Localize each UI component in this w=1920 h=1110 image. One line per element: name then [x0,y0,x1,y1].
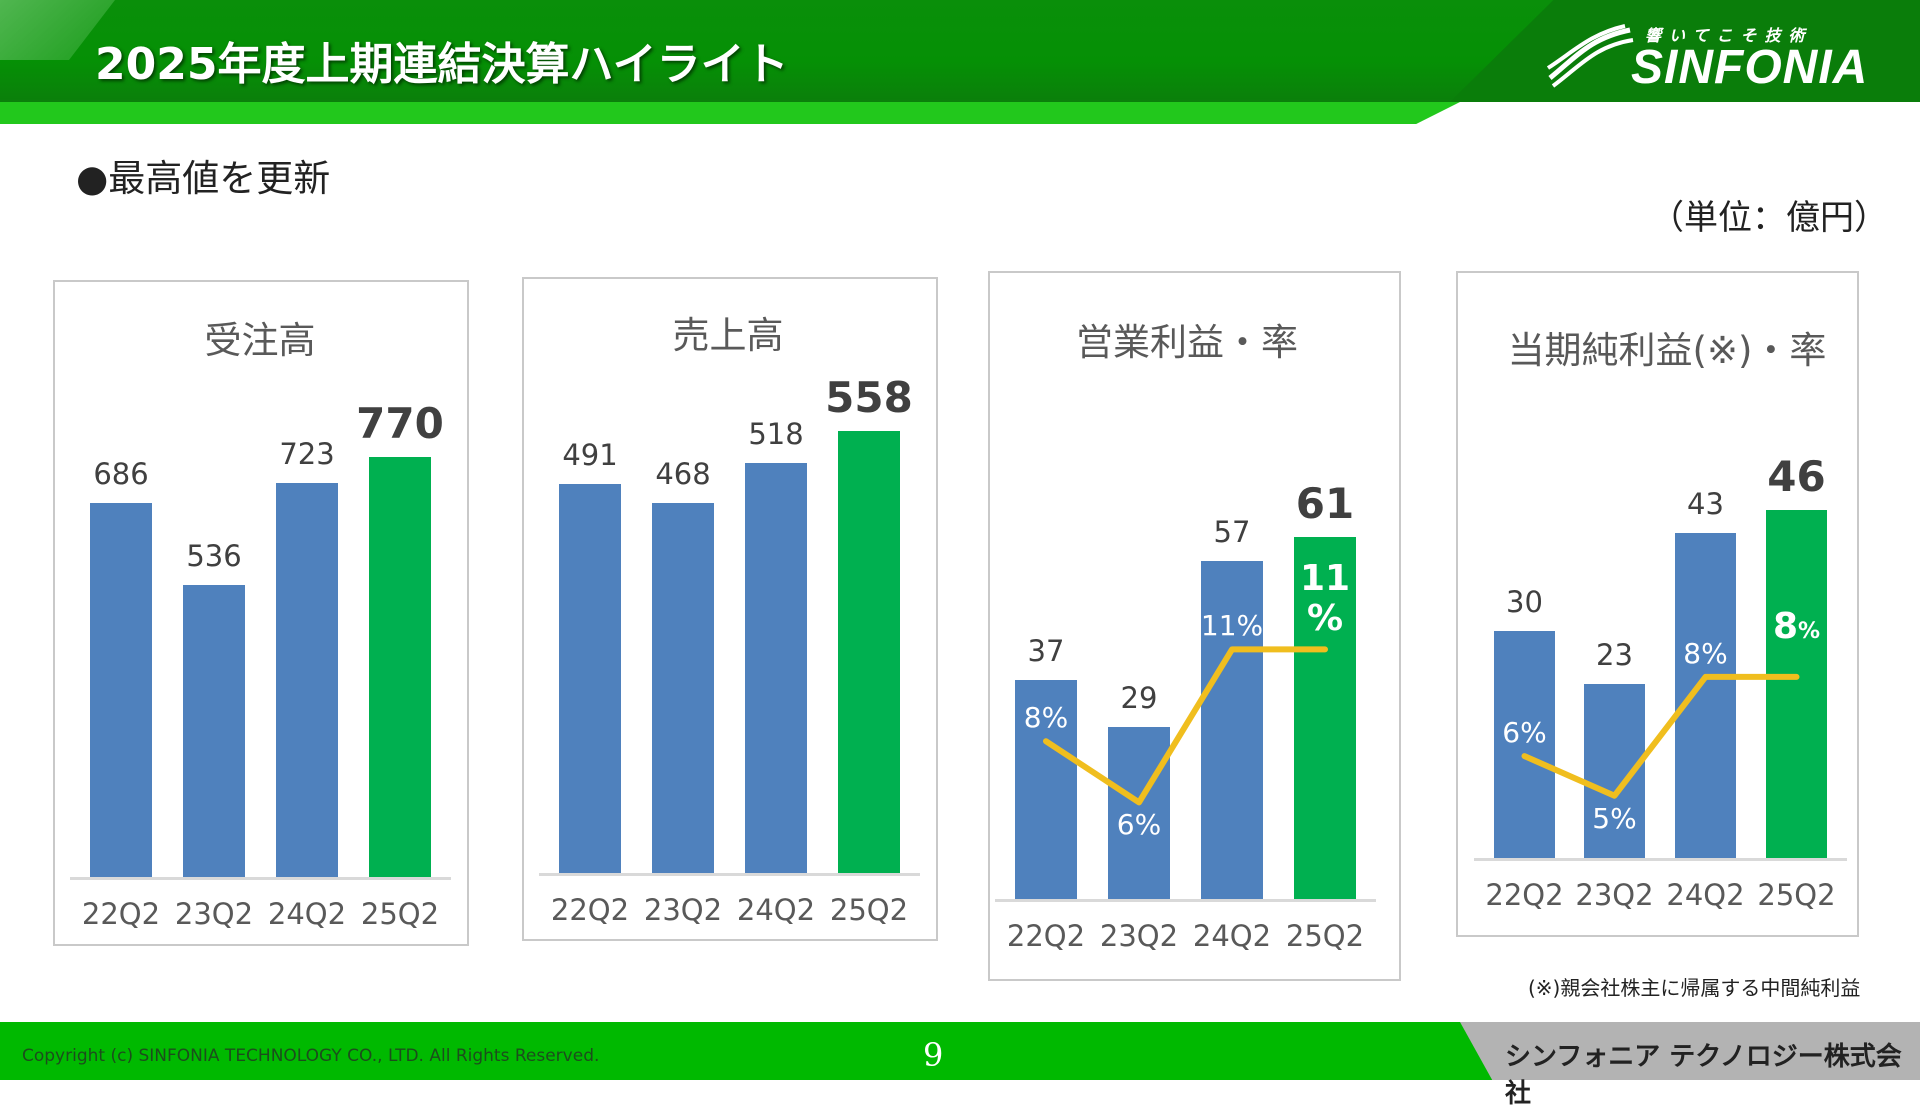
x-tick-label: 24Q2 [267,897,347,931]
copyright: Copyright (c) SINFONIA TECHNOLOGY CO., L… [22,1046,600,1066]
x-tick-label: 22Q2 [81,897,161,931]
chart-title: 受注高 [204,319,316,362]
page-title: 2025年度上期連結決算ハイライト [95,39,789,90]
bar [1766,510,1827,858]
value-label: 770 [356,399,444,449]
unit-label: （単位：億円） [1650,198,1888,238]
value-label: 518 [748,416,804,451]
value-label: 37 [1027,633,1065,668]
rate-value: 11 [1299,558,1351,600]
rate-label: 6% [1116,808,1162,842]
company-name: シンフォニア テクノロジー株式会社 [1505,1042,1902,1109]
bar [838,431,900,873]
logo-tagline: 響いてこそ技術 [1645,26,1813,45]
value-label: 536 [186,538,242,573]
rate-label-highlight: 8% [1772,605,1821,652]
rate-label: 8% [1683,636,1728,670]
bar [559,484,621,873]
header-strip [0,102,1460,124]
value-label: 29 [1120,681,1158,716]
bar [745,462,807,873]
chart-title: 営業利益・率 [1076,321,1298,364]
chart-title: 売上高 [672,314,784,357]
x-axis-line [539,873,920,876]
x-tick-label: 25Q2 [360,897,440,931]
x-tick-label: 23Q2 [1575,878,1654,912]
rate-percent: % [1798,618,1821,644]
x-tick-label: 24Q2 [1666,878,1745,912]
x-tick-label: 22Q2 [1006,919,1086,953]
wave-logo-icon [1546,24,1634,88]
rate-label: 6% [1502,716,1547,750]
value-label: 686 [93,457,149,492]
bar [1494,631,1555,858]
x-tick-label: 23Q2 [174,897,254,931]
page-number: 9 [923,1036,944,1074]
footnote: (※)親会社株主に帰属する中間純利益 [1528,976,1861,1000]
rate-lines [1043,646,1800,806]
value-label: 468 [655,456,711,491]
rate-percent: % [1306,598,1344,640]
value-label: 558 [825,373,913,423]
x-axis-line [70,877,451,880]
chart-title: 当期純利益(※)・率 [1507,329,1827,372]
rate-label: 5% [1592,801,1637,835]
bar [1108,727,1170,899]
x-tick-label: 22Q2 [1485,878,1564,912]
value-label: 61 [1295,479,1355,529]
value-label: 43 [1687,486,1724,521]
logo-name: SINFONIA [1631,41,1869,94]
bar [276,482,338,877]
sinfonia-logo: 響いてこそ技術 SINFONIA [1545,18,1867,94]
highlight-bullet: ●最高値を更新 [76,157,331,200]
x-tick-label: 25Q2 [1285,919,1365,953]
x-tick-label: 25Q2 [829,893,909,927]
x-tick-label: 24Q2 [736,893,816,927]
x-tick-label: 23Q2 [643,893,723,927]
x-axis-line [995,899,1376,902]
bar [1015,679,1077,899]
bar [1294,537,1356,899]
x-axis-line [1474,858,1847,861]
x-tick-label: 25Q2 [1757,878,1836,912]
x-tick-label: 22Q2 [550,893,630,927]
rate-value: 8 [1772,605,1799,647]
rate-line [1043,646,1328,806]
bar [90,503,152,877]
value-label: 46 [1767,452,1826,502]
rate-label: 11% [1200,609,1264,643]
bar [369,457,431,877]
bar [1201,561,1263,899]
x-tick-label: 23Q2 [1099,919,1179,953]
footer-company-area [1460,1022,1920,1080]
value-label: 491 [562,438,618,473]
value-label: 723 [279,436,335,471]
value-label: 30 [1506,585,1543,620]
bar [1675,532,1736,858]
value-label: 57 [1213,515,1251,550]
bar [652,502,714,873]
value-label: 23 [1596,638,1633,673]
x-tick-label: 24Q2 [1192,919,1272,953]
rate-line [1521,673,1800,799]
bar [183,584,245,877]
rate-label: 8% [1023,701,1069,735]
rate-label-highlight: 11% [1300,559,1350,639]
